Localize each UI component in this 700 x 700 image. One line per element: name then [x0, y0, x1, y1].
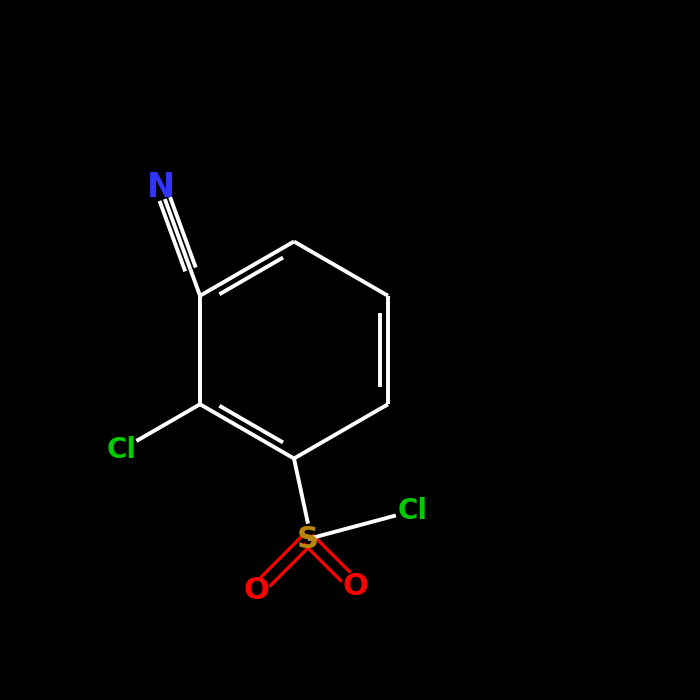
- Text: S: S: [297, 524, 319, 554]
- Text: O: O: [243, 577, 269, 606]
- Text: Cl: Cl: [398, 497, 428, 525]
- Text: N: N: [146, 171, 174, 204]
- Text: O: O: [342, 571, 368, 601]
- Text: Cl: Cl: [106, 435, 136, 463]
